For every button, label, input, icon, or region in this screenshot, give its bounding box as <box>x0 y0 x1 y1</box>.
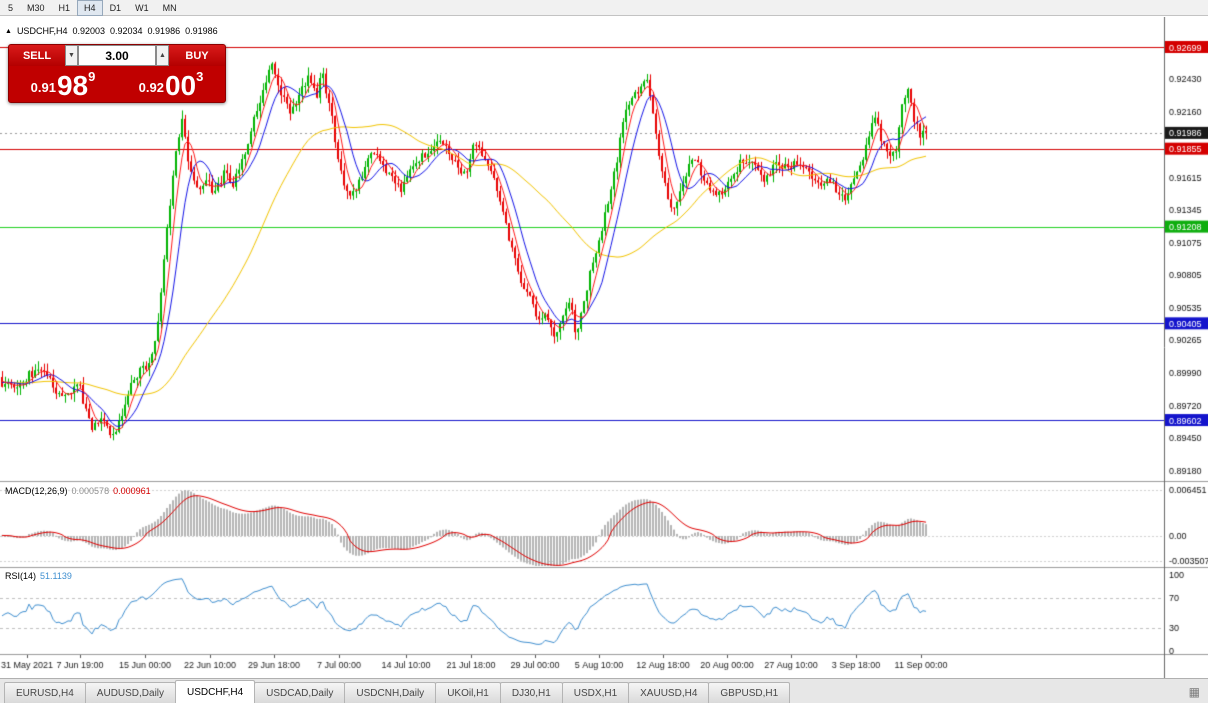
price-chart-canvas[interactable] <box>0 17 1208 678</box>
macd-main-value: 0.000578 <box>71 486 110 496</box>
chart-tab-audusd[interactable]: AUDUSD,Daily <box>84 682 177 703</box>
sell-price-display[interactable]: 0.91 98 9 <box>9 66 117 102</box>
chart-tab-eurusd[interactable]: EURUSD,H4 <box>4 682 86 703</box>
timeframe-button-h1[interactable]: H1 <box>58 2 71 13</box>
timeframe-button-5[interactable]: 5 <box>8 2 14 13</box>
macd-signal-value: 0.000961 <box>113 486 151 496</box>
chart-title: ▲ USDCHF,H4 0.92003 0.92034 0.91986 0.91… <box>5 26 218 36</box>
volume-input[interactable] <box>78 45 156 66</box>
rsi-name: RSI(14) <box>5 571 37 581</box>
chart-tab-bar: EURUSD,H4 AUDUSD,Daily USDCHF,H4 USDCAD,Dai… <box>0 678 1208 703</box>
chart-tab-usdchf[interactable]: USDCHF,H4 <box>175 680 256 703</box>
chart-tab-usdcad[interactable]: USDCAD,Daily <box>254 682 346 703</box>
sell-price-big: 98 <box>56 70 89 101</box>
chart-tab-ukoil[interactable]: UKOil,H1 <box>435 682 501 703</box>
volume-increase-button[interactable]: ▲ <box>156 45 169 66</box>
sell-button[interactable]: SELL <box>9 45 65 66</box>
timeframe-button-m30[interactable]: M30 <box>27 2 45 13</box>
chart-tab-dj30[interactable]: DJ30,H1 <box>499 682 563 703</box>
ohlc-open: 0.92003 <box>72 26 105 36</box>
volume-decrease-button[interactable]: ▼ <box>65 45 78 66</box>
sell-price-pip: 9 <box>88 69 96 84</box>
macd-pane-divider[interactable] <box>0 480 1208 483</box>
macd-indicator-label: MACD(12,26,9) 0.000578 0.000961 <box>5 486 151 496</box>
price-axis[interactable] <box>1165 17 1208 678</box>
buy-price-big: 00 <box>164 70 197 101</box>
timeframe-button-d1[interactable]: D1 <box>109 2 122 13</box>
chart-tile-icon[interactable]: ▦ <box>1188 685 1200 699</box>
ohlc-low: 0.91986 <box>147 26 181 36</box>
ohlc-high: 0.92034 <box>110 26 143 36</box>
chart-tab-gbpusd[interactable]: GBPUSD,H1 <box>708 682 791 703</box>
chart-tab-usdcnh[interactable]: USDCNH,Daily <box>344 682 437 703</box>
macd-name: MACD(12,26,9) <box>5 486 68 496</box>
collapse-trade-panel-icon[interactable]: ▲ <box>5 27 12 35</box>
timeframe-button-w1[interactable]: W1 <box>135 2 149 13</box>
buy-price-small: 0.92 <box>138 80 164 95</box>
buy-button[interactable]: BUY <box>169 45 225 66</box>
rsi-indicator-label: RSI(14) 51.1139 <box>5 571 72 581</box>
ohlc-close: 0.91986 <box>185 26 218 36</box>
time-axis[interactable] <box>0 655 1164 677</box>
timeframe-toolbar: 5 M30 H1 H4 D1 W1 MN <box>0 0 1208 16</box>
timeframe-button-mn[interactable]: MN <box>162 2 177 13</box>
buy-price-pip: 3 <box>196 69 204 84</box>
rsi-value: 51.1139 <box>40 571 72 581</box>
chart-tab-usdx[interactable]: USDX,H1 <box>561 682 630 703</box>
chart-symbol-timeframe: USDCHF,H4 <box>16 26 68 36</box>
rsi-pane-divider[interactable] <box>0 566 1208 569</box>
buy-price-display[interactable]: 0.92 00 3 <box>117 66 225 102</box>
chart-tab-xauusd[interactable]: XAUUSD,H4 <box>628 682 710 703</box>
timeframe-button-h4[interactable]: H4 <box>77 0 103 16</box>
sell-price-small: 0.91 <box>30 80 56 95</box>
